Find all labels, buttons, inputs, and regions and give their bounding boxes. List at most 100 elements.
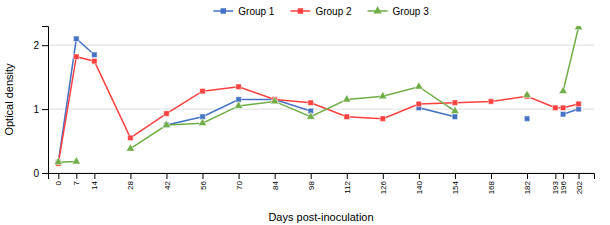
legend-label: Group 2 [315,6,352,17]
x-tick: 70 [235,173,244,190]
x-tick-label: 14 [90,180,99,189]
x-tick-mark [527,173,528,179]
data-point [576,101,581,106]
x-tick-mark [347,173,348,179]
x-tick-mark [239,173,240,179]
data-point [162,120,170,127]
x-tick-label: 112 [343,180,352,193]
y-axis-line [42,27,49,174]
x-tick: 42 [163,173,172,190]
x-tick: 14 [90,173,99,190]
y-axis: 0 1 2 [33,27,48,179]
x-axis: 0714284256708498112126140154168182193196… [49,173,595,194]
x-tick-mark [419,173,420,179]
y-tick-mark [42,173,48,174]
x-tick-label: 70 [235,180,244,189]
legend-label: Group 3 [393,6,430,17]
legend-item: Group 1 [213,6,275,17]
y-tick-label: 1 [33,104,39,115]
x-axis-line [49,174,595,180]
x-axis-title: Days post-inoculation [268,211,373,223]
x-tick-label: 202 [575,180,584,194]
x-tick-mark [76,173,77,179]
x-tick-label: 140 [415,180,424,194]
x-tick: 28 [126,173,135,190]
data-point [54,157,62,164]
data-point [576,106,581,111]
x-tick: 84 [271,173,280,190]
x-tick-mark [275,173,276,179]
y-tick-label: 0 [33,168,39,179]
x-tick-mark [94,173,95,179]
data-point [574,26,582,30]
legend-item: Group 2 [290,6,352,17]
data-point [559,86,567,93]
x-tick-label: 7 [72,180,81,185]
x-tick-mark [579,173,580,179]
data-point [72,157,80,164]
x-tick: 126 [379,173,388,194]
data-point [343,95,351,102]
data-point [560,105,565,110]
y-tick-label: 2 [33,40,39,51]
x-tick-mark [563,173,564,179]
x-tick-mark [130,173,131,179]
data-point [560,111,565,116]
data-point [379,91,387,98]
y-tick: 1 [33,104,48,115]
x-tick-label: 154 [451,180,460,194]
x-tick-mark [383,173,384,179]
x-tick: 196 [559,173,568,194]
series [54,26,583,165]
x-tick-label: 182 [523,180,532,194]
chart: 0714284256708498112126140154168182193196… [0,0,610,225]
x-tick: 56 [199,173,208,190]
x-tick-mark [455,173,456,179]
data-area [54,26,583,166]
grid-line [48,109,594,110]
plot: 0714284256708498112126140154168182193196… [33,22,594,194]
x-tick: 112 [343,173,352,194]
data-point [553,105,558,110]
x-tick-label: 28 [126,180,135,189]
data-point [164,111,169,116]
legend-label: Group 1 [238,6,275,17]
data-point [488,99,493,104]
data-point [452,100,457,105]
x-tick: 140 [415,173,424,194]
x-tick: 7 [72,173,81,185]
data-point [451,106,459,113]
x-tick-label: 126 [379,180,388,194]
data-point [307,112,315,119]
data-point [236,84,241,89]
x-tick-label: 84 [271,180,280,189]
y-axis-title: Optical density [3,63,15,136]
data-point [126,144,134,151]
data-point [198,118,206,125]
data-point [380,116,385,121]
series-line [58,57,578,164]
x-tick-mark [311,173,312,179]
x-tick-label: 168 [487,180,496,194]
x-tick-mark [555,173,556,179]
series-line [58,27,578,162]
x-tick-mark [491,173,492,179]
grid [48,45,594,173]
x-tick-mark [203,173,204,179]
data-point [92,58,97,63]
data-point [270,97,278,104]
series [56,54,582,166]
x-tick-label: 0 [54,180,63,185]
x-tick-label: 56 [199,180,208,189]
data-point [523,90,531,97]
data-point [74,36,79,41]
x-tick: 98 [307,173,316,190]
legend-marker [373,6,381,13]
x-tick-label: 42 [163,180,172,189]
y-tick: 2 [33,40,48,51]
legend-marker [221,8,226,13]
data-point [92,52,97,57]
y-tick: 0 [33,168,48,179]
data-point [344,114,349,119]
data-point [308,100,313,105]
